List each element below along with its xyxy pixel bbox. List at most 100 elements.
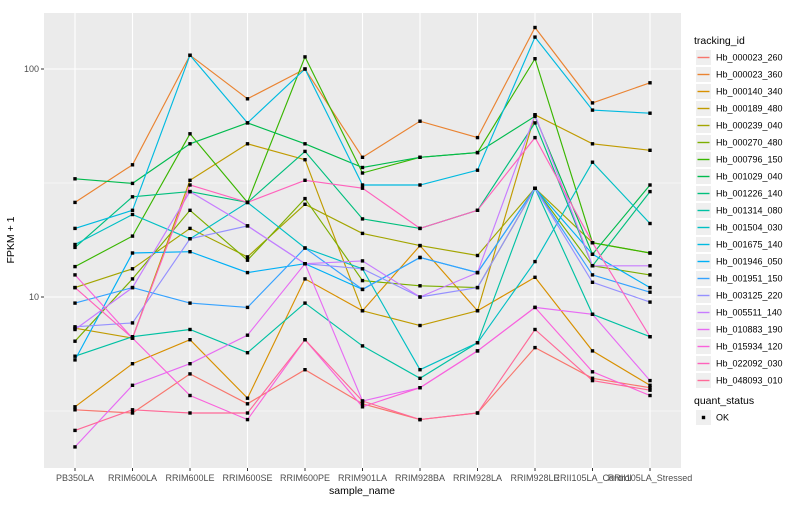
data-point <box>188 53 192 57</box>
data-point <box>533 186 537 190</box>
data-point <box>533 275 537 279</box>
data-point <box>73 273 77 277</box>
data-point <box>73 405 77 409</box>
legend2-item-label: OK <box>716 413 729 423</box>
x-tick-label: RRII105LA_Stressed <box>608 473 693 483</box>
legend-item-label: Hb_001946_050 <box>716 257 783 267</box>
legend-item-label: Hb_048093_010 <box>716 376 783 386</box>
data-point <box>475 349 480 353</box>
data-point <box>360 171 365 175</box>
data-point <box>475 135 480 140</box>
data-point <box>418 155 422 159</box>
data-point <box>303 149 307 154</box>
data-point <box>130 251 135 255</box>
data-point <box>245 224 250 228</box>
x-tick-label: PB350LA <box>56 473 94 483</box>
data-point <box>130 336 135 340</box>
data-point <box>648 383 652 387</box>
data-point <box>648 273 652 277</box>
data-point <box>73 325 77 329</box>
legend-item-label: Hb_001951_150 <box>716 274 783 284</box>
data-point <box>188 362 192 366</box>
data-point <box>360 344 365 348</box>
x-tick-label: RRIM600SE <box>222 473 272 483</box>
legend-item-label: Hb_001226_140 <box>716 189 783 199</box>
legend-item-label: Hb_001314_080 <box>716 206 783 216</box>
legend2-title: quant_status <box>694 395 754 407</box>
data-point <box>590 241 595 245</box>
data-point <box>73 408 77 412</box>
data-point <box>475 208 480 212</box>
data-point <box>475 168 480 172</box>
data-point <box>533 113 537 117</box>
data-point <box>73 285 77 290</box>
data-point <box>590 252 595 256</box>
data-point <box>590 370 595 374</box>
data-point <box>418 183 422 187</box>
data-point <box>130 234 135 238</box>
data-point <box>533 35 537 39</box>
data-point <box>648 183 652 187</box>
data-point <box>245 333 250 337</box>
x-tick-label: RRII105LA_Control <box>553 473 631 483</box>
data-point <box>130 285 135 290</box>
legend-title: tracking_id <box>694 35 745 47</box>
data-point <box>188 372 192 376</box>
data-point <box>245 305 250 310</box>
data-point <box>245 402 250 406</box>
legend-item-label: Hb_022092_030 <box>716 359 783 369</box>
data-point <box>303 55 307 59</box>
data-point <box>73 245 77 250</box>
legend-item-label: Hb_000239_040 <box>716 121 783 131</box>
x-tick-label: RRIM928LA <box>453 473 502 483</box>
data-point <box>188 411 192 415</box>
data-point <box>418 284 422 288</box>
data-point <box>360 405 365 409</box>
data-point <box>648 264 652 268</box>
x-axis-title: sample_name <box>329 485 395 497</box>
data-point <box>188 178 192 182</box>
data-point <box>360 402 365 406</box>
data-point <box>303 277 307 281</box>
data-point <box>360 155 365 159</box>
data-point <box>245 270 250 275</box>
data-point <box>590 264 595 268</box>
x-tick-label: RRIM928LE <box>510 473 559 483</box>
data-point <box>648 290 652 294</box>
legend-item-label: Hb_003125_220 <box>716 291 783 301</box>
data-point <box>73 445 77 449</box>
data-point <box>245 142 250 146</box>
legend-item-label: Hb_001029_040 <box>716 172 783 182</box>
data-point <box>188 327 192 332</box>
data-point <box>590 280 595 284</box>
data-point <box>360 267 365 271</box>
data-point <box>648 189 652 194</box>
data-point <box>648 81 652 85</box>
data-point <box>245 97 250 101</box>
data-point <box>648 300 652 304</box>
legend-item-label: Hb_000023_360 <box>716 70 783 80</box>
data-point <box>188 250 192 254</box>
data-point <box>73 226 77 231</box>
data-point <box>188 132 192 136</box>
data-point <box>245 411 250 415</box>
x-tick-label: RRIM600PE <box>280 473 330 483</box>
data-point <box>648 378 652 383</box>
data-point <box>418 323 422 328</box>
data-point <box>533 25 537 30</box>
data-point <box>73 358 77 362</box>
data-point <box>360 259 365 263</box>
data-point <box>303 262 307 266</box>
data-point <box>188 142 192 146</box>
x-tick-label: RRIM901LA <box>338 473 387 483</box>
data-point <box>475 253 480 258</box>
data-point <box>533 135 537 140</box>
data-point <box>303 158 307 162</box>
data-point <box>590 273 595 277</box>
data-point <box>130 208 135 212</box>
data-point <box>188 301 192 305</box>
data-point <box>648 393 652 398</box>
legend-item-label: Hb_001675_140 <box>716 240 783 250</box>
x-tick-label: RRIM600LA <box>108 473 157 483</box>
